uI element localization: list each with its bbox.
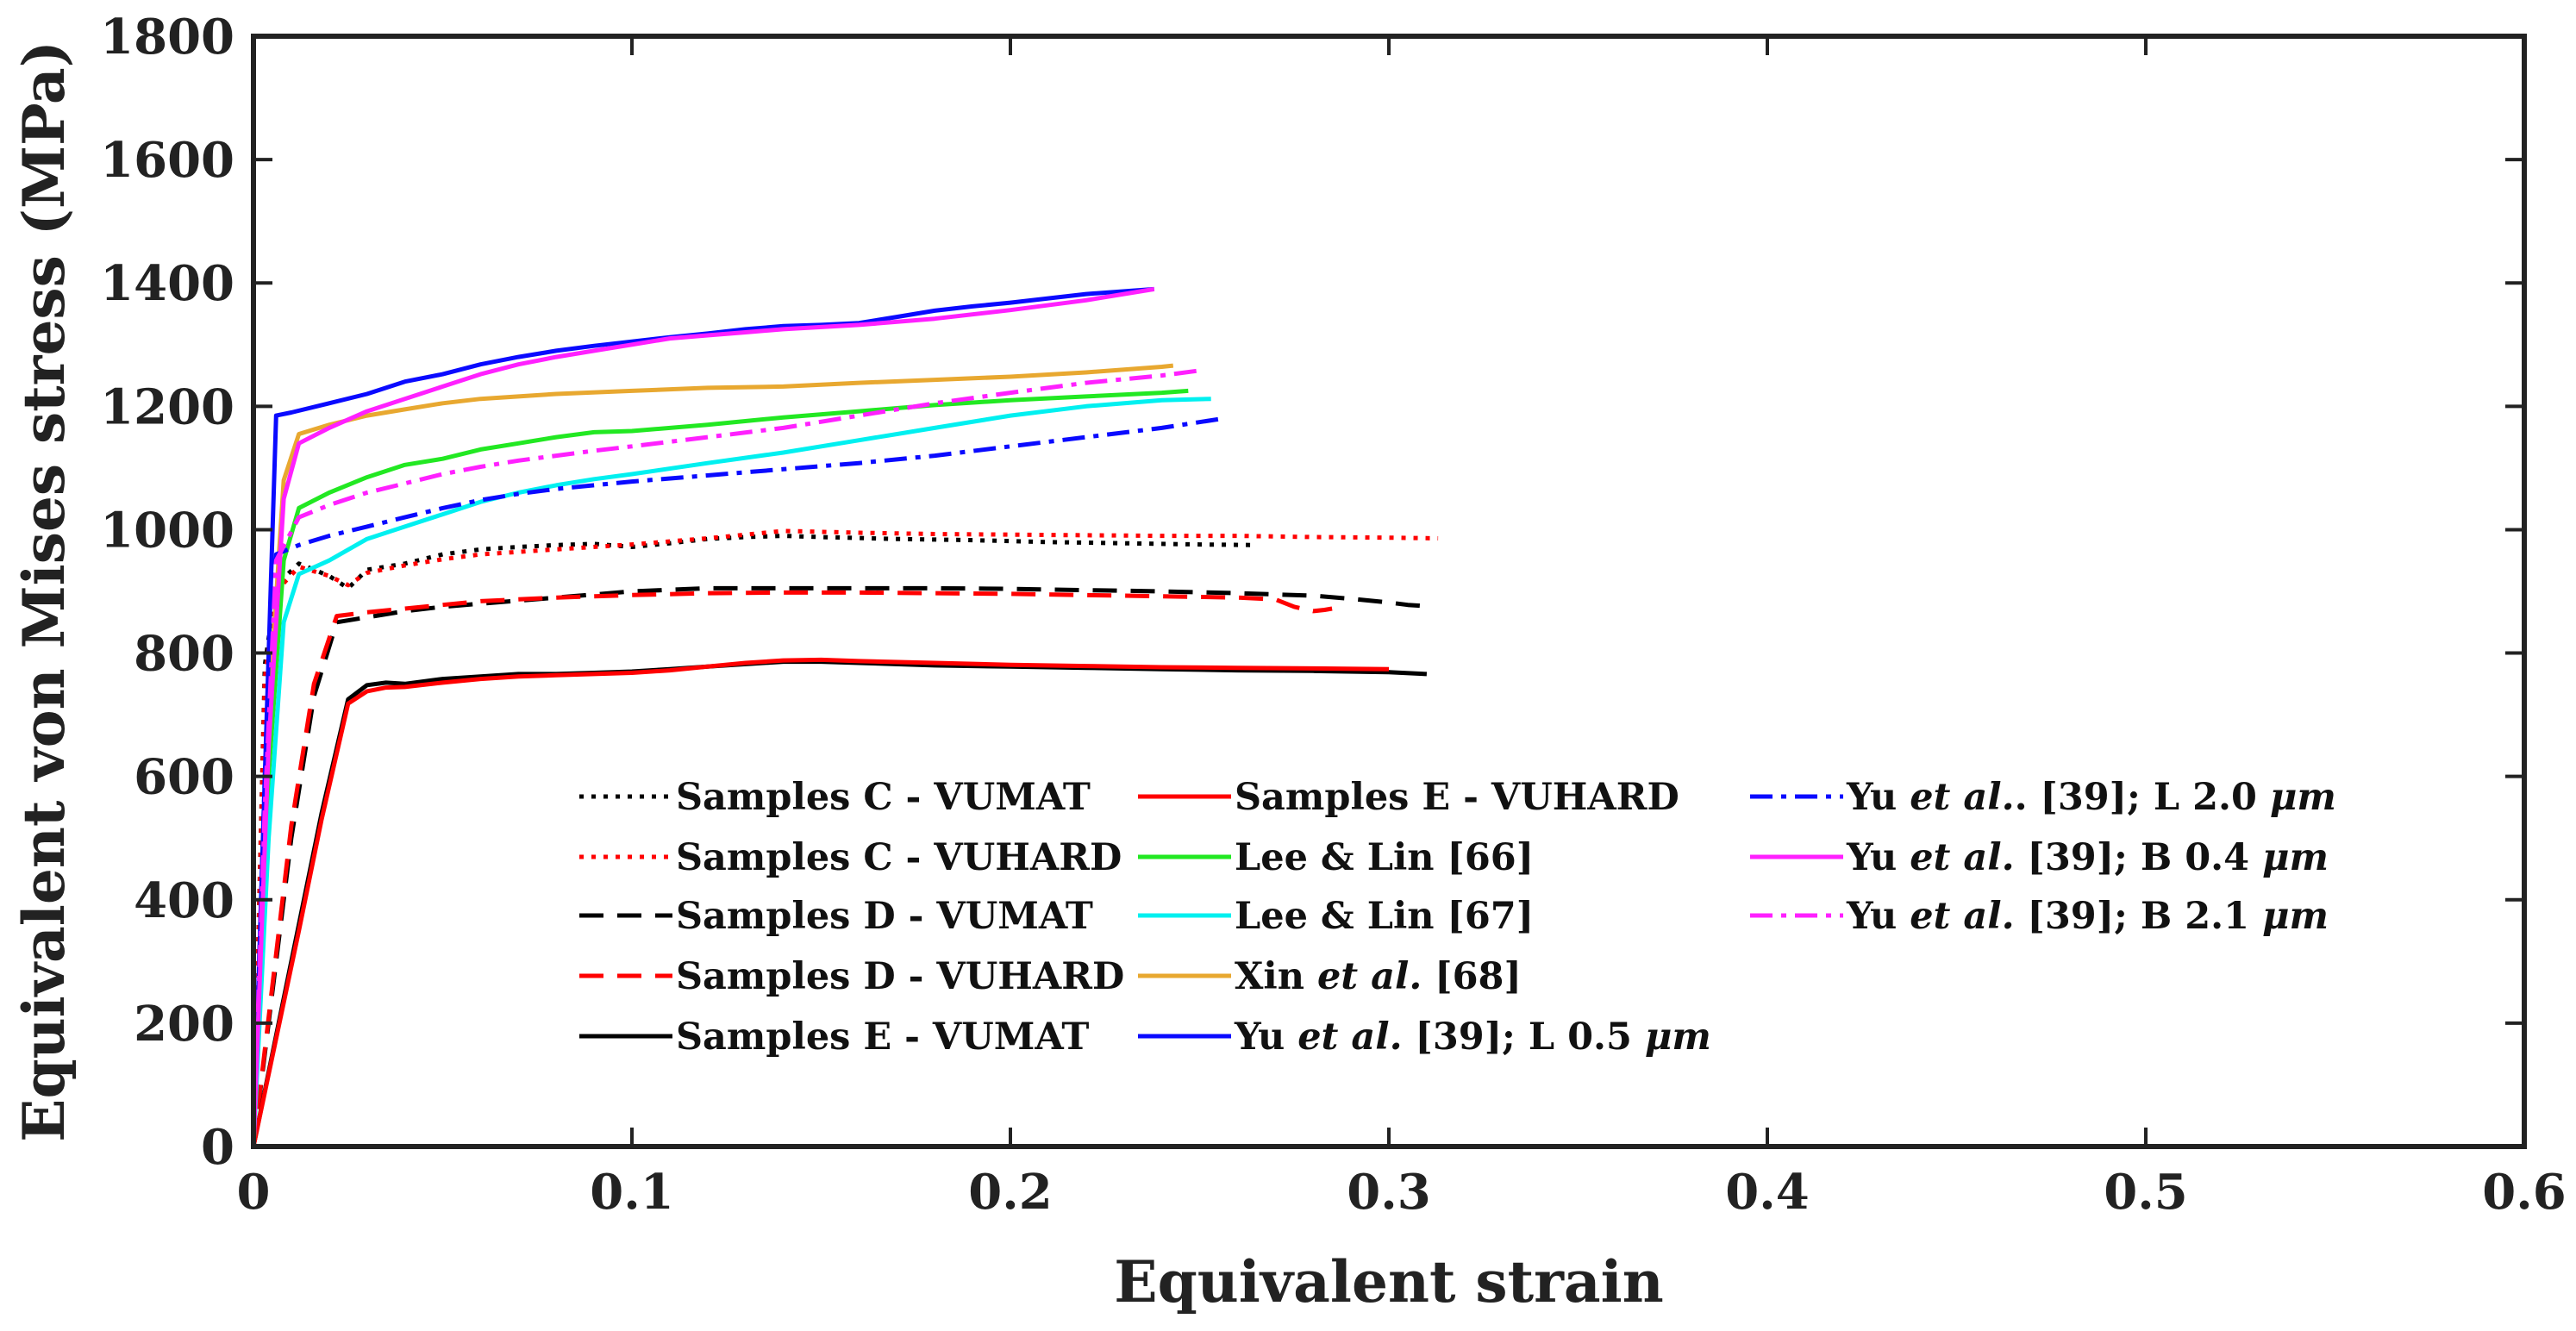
series-line-12	[251, 286, 1155, 1147]
x-axis-title: Equivalent strain	[1114, 1248, 1663, 1315]
y-tick-label: 800	[134, 626, 234, 683]
series-line-4	[251, 590, 1333, 1147]
series-line-1	[251, 534, 1257, 1147]
legend-label-part: Samples D - VUMAT	[676, 895, 1093, 938]
legend-label-part: . [39]; L 2.0	[2015, 776, 2270, 819]
legend-label-part: Lee & Lin [67]	[1235, 895, 1534, 938]
y-tick-label: 200	[134, 996, 234, 1053]
legend-label-7: Lee & Lin [66]	[1235, 836, 1534, 879]
legend-label-part: et al.	[1910, 776, 2014, 819]
ticks-layer: 0 0.1 0.2 0.3 0.4 0.5 0.6 0 200 400 600 800 1000 1200…	[100, 9, 2567, 1221]
legend-label-part: [39]; L 0.5	[1403, 1015, 1645, 1059]
x-tick-label: 0.1	[590, 1164, 673, 1221]
legend-label-part: Yu	[1234, 1015, 1297, 1059]
legend-label-part: [39]; B 2.1	[2015, 895, 2262, 938]
legend-label-3: Samples D - VUMAT	[676, 895, 1093, 938]
legend-label-part: μm	[2270, 776, 2336, 819]
y-tick-label: 0	[201, 1119, 234, 1176]
legend-label-part: μm	[1645, 1015, 1711, 1059]
plot-frame	[251, 34, 2527, 1149]
x-tick-label: 0.2	[968, 1164, 1052, 1221]
legend-label-part: Xin	[1235, 955, 1317, 998]
legend-label-part: et al.	[1317, 955, 1422, 998]
legend-label-9: Xin et al. [68]	[1235, 955, 1522, 998]
x-tick-label: 0.3	[1347, 1164, 1430, 1221]
y-axis-title: Equivalent von Mises stress (MPa)	[10, 41, 78, 1142]
legend-label-part: [39]; B 0.4	[2015, 836, 2262, 879]
legend-label-part: et al.	[1297, 1015, 1402, 1059]
legend-label-5: Samples E - VUMAT	[676, 1015, 1089, 1059]
x-tick-label: 0.4	[1725, 1164, 1809, 1221]
series-line-7	[251, 388, 1189, 1147]
legend-label-part: Samples C - VUMAT	[676, 776, 1091, 819]
legend-label-4: Samples D - VUHARD	[676, 955, 1124, 998]
legend-label-6: Samples E - VUHARD	[1235, 776, 1679, 819]
legend-label-part: μm	[2262, 895, 2329, 938]
legend: Samples C - VUMAT Samples C - VUHARD Sampl…	[579, 776, 2336, 1059]
legend-label-part: Samples D - VUHARD	[676, 955, 1124, 998]
series-line-2	[251, 528, 1439, 1147]
legend-label-part: Yu	[1846, 836, 1910, 879]
series-line-9	[251, 363, 1174, 1147]
legend-label-part: et al.	[1910, 836, 2014, 879]
legend-label-part: Yu	[1846, 895, 1910, 938]
legend-label-11: Yu et al.. [39]; L 2.0 μm	[1846, 776, 2336, 819]
series-line-13	[251, 368, 1200, 1147]
legend-label-10: Yu et al. [39]; L 0.5 μm	[1234, 1015, 1711, 1059]
legend-label-1: Samples C - VUMAT	[676, 776, 1091, 819]
series-line-11	[251, 416, 1223, 1147]
x-tick-label: 0.6	[2482, 1164, 2566, 1221]
legend-label-13: Yu et al. [39]; B 2.1 μm	[1846, 895, 2329, 938]
legend-label-part: Samples E - VUHARD	[1235, 776, 1679, 819]
legend-label-part: Samples E - VUMAT	[676, 1015, 1089, 1059]
legend-label-part: et al.	[1910, 895, 2014, 938]
legend-label-12: Yu et al. [39]; B 0.4 μm	[1846, 836, 2329, 879]
y-tick-label: 1200	[100, 378, 234, 435]
y-tick-label: 600	[134, 749, 234, 806]
legend-label-part: μm	[2262, 836, 2329, 879]
y-tick-label: 400	[134, 872, 234, 929]
legend-label-part: [68]	[1422, 955, 1522, 998]
series-line-8	[251, 397, 1211, 1147]
series-line-6	[251, 657, 1390, 1147]
y-tick-label: 1000	[100, 502, 234, 559]
x-tick-label: 0.5	[2104, 1164, 2187, 1221]
series-layer	[251, 286, 1439, 1147]
x-tick-label: 0	[237, 1164, 271, 1221]
legend-label-part: Samples C - VUHARD	[676, 836, 1122, 879]
y-tick-label: 1600	[100, 132, 234, 189]
legend-label-part: Lee & Lin [66]	[1235, 836, 1534, 879]
y-tick-label: 1800	[100, 9, 234, 66]
y-tick-label: 1400	[100, 255, 234, 312]
legend-label-2: Samples C - VUHARD	[676, 836, 1122, 879]
legend-label-part: Yu	[1846, 776, 1910, 819]
legend-label-8: Lee & Lin [67]	[1235, 895, 1534, 938]
